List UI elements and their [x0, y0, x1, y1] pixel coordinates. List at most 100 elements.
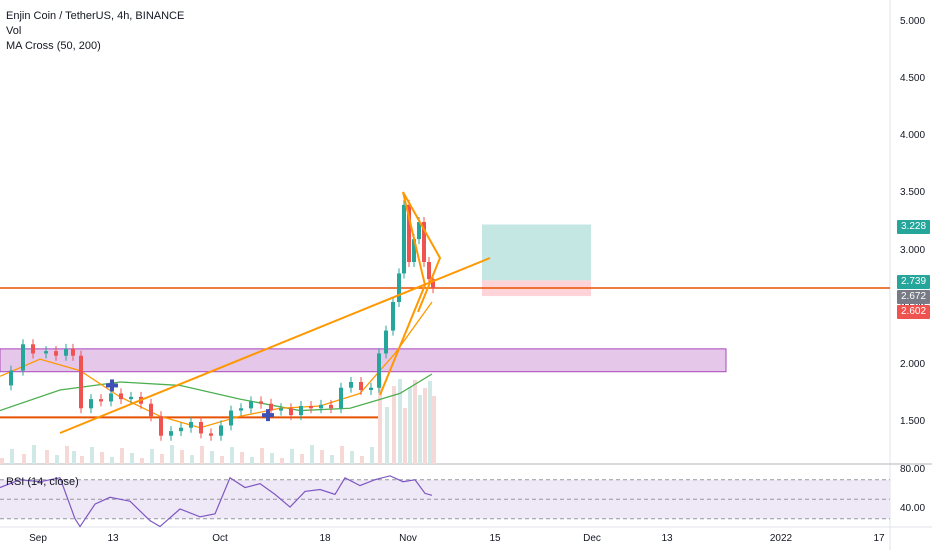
volume-bar — [250, 457, 254, 464]
volume-bar — [350, 451, 354, 464]
volume-bar — [120, 448, 124, 464]
candle-body — [149, 403, 153, 417]
volume-bar — [80, 456, 84, 464]
price-tick-label: 3.500 — [900, 187, 926, 199]
candle-body — [422, 222, 426, 262]
time-tick-label: 13 — [661, 533, 673, 544]
volume-bar — [398, 379, 402, 464]
volume-bar — [170, 445, 174, 464]
volume-bar — [320, 450, 324, 464]
volume-bar — [160, 454, 164, 464]
candle-body — [71, 348, 75, 356]
volume-bar — [22, 454, 26, 464]
candle-body — [339, 387, 343, 409]
candle-body — [397, 273, 401, 302]
candle-body — [89, 399, 93, 409]
price-tag: 2.602 — [897, 305, 930, 319]
volume-bar — [418, 395, 422, 464]
volume-bar — [10, 449, 14, 464]
candle-body — [209, 433, 213, 436]
volume-indicator-label[interactable]: Vol — [6, 25, 22, 37]
candle-body — [369, 387, 373, 390]
volume-bar — [100, 452, 104, 464]
volume-bar — [45, 450, 49, 464]
time-tick-label: Nov — [399, 533, 417, 544]
volume-bar — [428, 381, 432, 464]
volume-bar — [413, 380, 417, 464]
candle-body — [159, 416, 163, 436]
candle-body — [119, 393, 123, 400]
candle-body — [391, 302, 395, 331]
volume-bar — [150, 449, 154, 464]
target-box — [482, 224, 591, 281]
volume-bar — [55, 455, 59, 464]
price-tag: 2.739 — [897, 275, 930, 289]
price-tick-label: 3.000 — [900, 244, 926, 256]
candle-body — [384, 330, 388, 354]
candle-body — [199, 422, 203, 434]
price-tick-label: 2.000 — [900, 358, 926, 370]
rsi-tick-label: 40.00 — [900, 503, 926, 514]
volume-bar — [280, 458, 284, 464]
volume-bar — [0, 458, 4, 464]
ma-cross-marker — [262, 413, 274, 418]
time-tick-label: Sep — [29, 533, 47, 544]
candle-body — [64, 348, 68, 356]
candle-body — [249, 401, 253, 409]
candle-body — [289, 408, 293, 416]
volume-bar — [340, 446, 344, 464]
ma-cross-indicator-label[interactable]: MA Cross (50, 200) — [6, 40, 101, 52]
volume-bar — [290, 449, 294, 464]
volume-bar — [140, 458, 144, 464]
candle-body — [169, 431, 173, 436]
candle-body — [412, 239, 416, 262]
rising-trendline — [59, 257, 491, 434]
volume-bar — [432, 396, 436, 464]
candle-body — [219, 425, 223, 436]
volume-bar — [360, 456, 364, 464]
volume-bar — [378, 378, 382, 464]
pennant-pattern — [379, 191, 442, 396]
volume-bar — [403, 408, 407, 464]
volume-bar — [392, 386, 396, 464]
candle-body — [269, 403, 273, 411]
time-tick-label: Dec — [583, 533, 601, 544]
ma-slow-line — [0, 373, 433, 412]
time-tick-label: Oct — [212, 533, 228, 544]
volume-bar — [260, 448, 264, 464]
volume-bar — [32, 445, 36, 464]
price-tag: 2.672 — [897, 290, 930, 304]
volume-bar — [180, 450, 184, 464]
price-tick-label: 4.000 — [900, 130, 926, 142]
volume-bar — [90, 447, 94, 464]
candle-body — [279, 408, 283, 411]
candle-body — [402, 204, 406, 274]
candle-body — [259, 401, 263, 404]
volume-bar — [385, 407, 389, 464]
rsi-tick-label: 80.00 — [900, 464, 926, 475]
candle-body — [79, 355, 83, 409]
rsi-indicator-label[interactable]: RSI (14, close) — [6, 476, 79, 488]
volume-bar — [408, 387, 412, 464]
volume-bar — [200, 446, 204, 464]
volume-bar — [270, 453, 274, 464]
candle-body — [99, 399, 103, 402]
candle-body — [377, 353, 381, 388]
candle-body — [417, 222, 421, 240]
price-tag: 3.228 — [897, 220, 930, 234]
candle-body — [129, 396, 133, 400]
candle-body — [31, 344, 35, 354]
time-tick-label: 17 — [873, 533, 885, 544]
price-tick-label: 1.500 — [900, 416, 926, 427]
time-tick-label: 13 — [107, 533, 119, 544]
candle-body — [299, 406, 303, 416]
symbol-title[interactable]: Enjin Coin / TetherUS, 4h, BINANCE — [6, 10, 185, 22]
volume-bar — [370, 447, 374, 464]
candle-body — [407, 204, 411, 262]
candle-body — [189, 422, 193, 428]
time-tick-label: 2022 — [769, 533, 793, 544]
candle-body — [359, 382, 363, 390]
candle-body — [229, 410, 233, 426]
